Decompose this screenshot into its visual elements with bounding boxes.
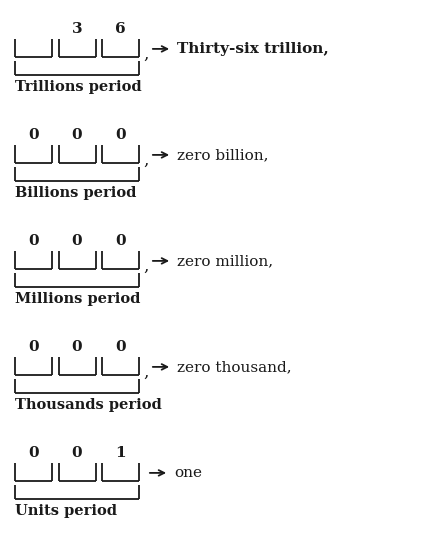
Text: 3: 3 <box>71 22 82 36</box>
Text: Millions period: Millions period <box>15 292 140 306</box>
Text: Units period: Units period <box>15 504 117 518</box>
Text: 0: 0 <box>28 340 39 354</box>
Text: 0: 0 <box>71 234 82 248</box>
Text: 0: 0 <box>71 128 82 142</box>
Text: 0: 0 <box>71 446 82 460</box>
Text: 0: 0 <box>28 234 39 248</box>
Text: zero million,: zero million, <box>177 254 273 268</box>
Text: zero thousand,: zero thousand, <box>177 360 291 374</box>
Text: Billions period: Billions period <box>15 186 136 200</box>
Text: Thirty-six trillion,: Thirty-six trillion, <box>177 42 328 56</box>
Text: 0: 0 <box>28 446 39 460</box>
Text: 0: 0 <box>115 234 126 248</box>
Text: Trillions period: Trillions period <box>15 80 141 94</box>
Text: ,: , <box>143 152 148 169</box>
Text: ,: , <box>143 46 148 63</box>
Text: 0: 0 <box>115 340 126 354</box>
Text: 0: 0 <box>115 128 126 142</box>
Text: 6: 6 <box>115 22 126 36</box>
Text: 0: 0 <box>71 340 82 354</box>
Text: ,: , <box>143 258 148 275</box>
Text: ,: , <box>143 364 148 381</box>
Text: 1: 1 <box>115 446 126 460</box>
Text: Thousands period: Thousands period <box>15 398 161 412</box>
Text: zero billion,: zero billion, <box>177 148 268 162</box>
Text: 0: 0 <box>28 128 39 142</box>
Text: one: one <box>174 466 202 480</box>
